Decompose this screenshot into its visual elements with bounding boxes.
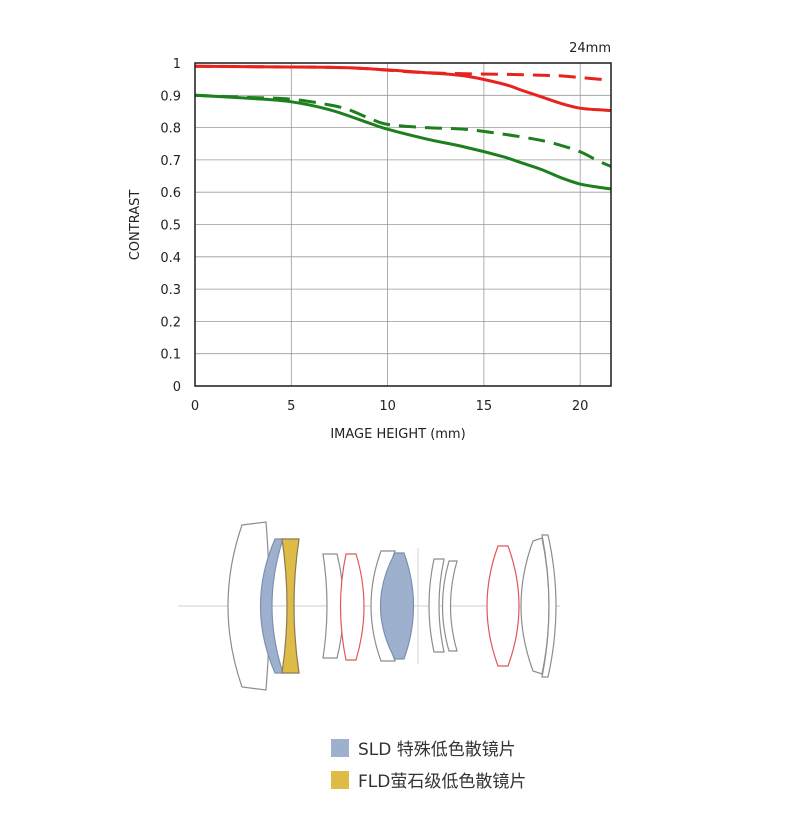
y-tick-labels: 0 0.1 0.2 0.3 0.4 0.5 0.6 0.7 0.8 0.9 1 xyxy=(160,57,181,395)
x-tick-label: 10 xyxy=(379,399,396,414)
y-tick-label: 0.7 xyxy=(160,154,181,169)
lens-element-12 xyxy=(541,534,557,678)
chart-title: 24mm xyxy=(569,41,611,56)
y-tick-label: 0.1 xyxy=(160,348,181,363)
mtf-chart: 0 0.1 0.2 0.3 0.4 0.5 0.6 0.7 0.8 0.9 1 0 5 10 15 20 2… xyxy=(128,41,612,442)
x-tick-label: 5 xyxy=(287,399,295,414)
y-tick-label: 1 xyxy=(173,57,181,72)
lens-element-3-fld xyxy=(281,538,300,674)
fld-swatch xyxy=(331,770,349,789)
lens-element-7-sld xyxy=(380,552,415,660)
plot-frame xyxy=(194,62,612,387)
x-tick-labels: 0 5 10 15 20 xyxy=(191,399,589,414)
chart-grid xyxy=(194,62,611,387)
lens-element-10 xyxy=(486,545,520,667)
series-line-3-solid xyxy=(194,93,612,191)
x-tick-label: 15 xyxy=(476,399,493,414)
lens-element-8 xyxy=(428,558,445,653)
y-axis-label: CONTRAST xyxy=(128,190,143,261)
y-tick-label: 0.9 xyxy=(160,89,181,104)
y-tick-label: 0.8 xyxy=(160,122,181,137)
x-axis-label: IMAGE HEIGHT (mm) xyxy=(330,427,465,442)
legend-label-sld: SLD 特殊低色散镜片 xyxy=(358,740,516,760)
y-tick-label: 0 xyxy=(173,380,181,395)
y-tick-label: 0.6 xyxy=(160,186,181,201)
legend-label-fld: FLD萤石级低色散镜片 xyxy=(358,772,527,792)
lens-element-5 xyxy=(339,553,365,661)
series-line-2-dashed xyxy=(194,64,612,82)
y-tick-label: 0.4 xyxy=(160,251,181,266)
x-tick-label: 20 xyxy=(572,399,589,414)
legend-item-fld: FLD萤石级低色散镜片 xyxy=(331,767,526,792)
series-line-4-dashed xyxy=(194,93,612,168)
y-tick-label: 0.2 xyxy=(160,315,181,330)
lens-construction-diagram xyxy=(178,521,560,691)
chart-series xyxy=(194,64,612,191)
y-tick-label: 0.3 xyxy=(160,283,181,298)
lens-element-9 xyxy=(441,560,458,652)
sld-swatch xyxy=(331,738,349,757)
x-tick-label: 0 xyxy=(191,399,199,414)
lens-element-11 xyxy=(520,537,550,675)
y-tick-label: 0.5 xyxy=(160,219,181,234)
legend-item-sld: SLD 特殊低色散镜片 xyxy=(331,735,516,760)
